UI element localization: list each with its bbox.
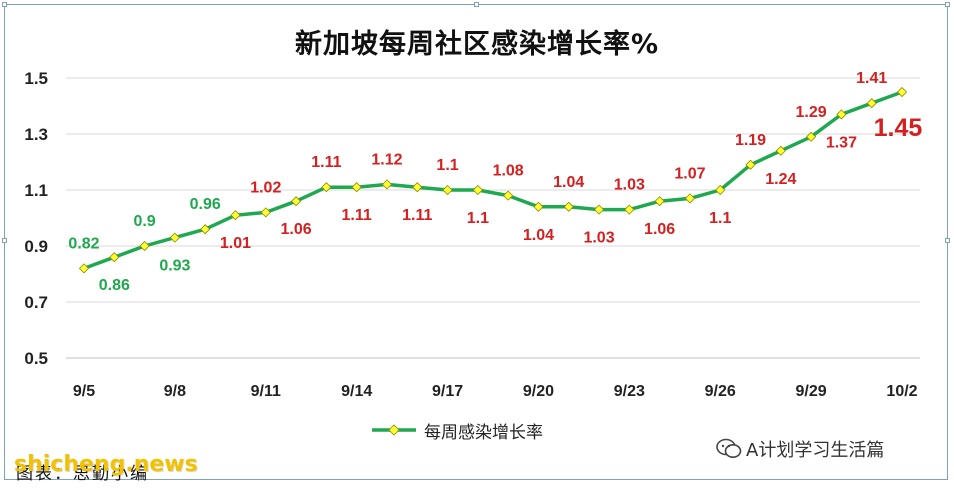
x-tick-label: 9/5 bbox=[73, 383, 95, 400]
data-label: 0.86 bbox=[99, 277, 130, 294]
data-point bbox=[139, 240, 150, 252]
y-tick-label: 0.7 bbox=[24, 293, 48, 312]
data-point bbox=[624, 204, 635, 215]
y-tick-label: 0.9 bbox=[24, 237, 48, 256]
source-note: 图表：思勤小编 bbox=[16, 464, 149, 484]
data-label: 1.04 bbox=[553, 174, 584, 191]
series-markers bbox=[78, 86, 908, 274]
data-label: 1.19 bbox=[735, 132, 766, 149]
data-point bbox=[715, 184, 726, 196]
data-label: 1.37 bbox=[826, 134, 857, 151]
resize-handle-middle-left[interactable] bbox=[2, 238, 7, 243]
y-tick-label: 1.3 bbox=[24, 125, 48, 144]
data-point bbox=[745, 159, 756, 170]
data-label: 0.96 bbox=[190, 196, 221, 213]
data-point bbox=[684, 193, 695, 204]
data-point bbox=[78, 263, 90, 274]
resize-handle-middle-right[interactable] bbox=[945, 238, 950, 243]
data-point bbox=[200, 224, 211, 235]
x-tick-label: 9/23 bbox=[614, 383, 645, 400]
data-label: 0.82 bbox=[68, 235, 99, 252]
chart-title: 新加坡每周社区感染增长率% bbox=[294, 29, 660, 60]
x-tick-label: 10/2 bbox=[886, 383, 917, 400]
y-axis-ticks: 0.5 0.7 0.9 1.1 1.3 1.5 bbox=[24, 69, 48, 368]
x-axis-ticks: 9/5 9/8 9/11 9/14 9/17 9/20 9/23 9/26 9/29 10/2 bbox=[73, 383, 918, 400]
data-label: 1.06 bbox=[281, 221, 312, 238]
resize-handle-top-center[interactable] bbox=[474, 2, 479, 7]
y-tick-label: 0.5 bbox=[24, 349, 48, 368]
data-label: 1.1 bbox=[467, 210, 489, 227]
data-point bbox=[472, 184, 483, 196]
x-tick-label: 9/20 bbox=[523, 383, 554, 400]
x-tick-label: 9/29 bbox=[796, 383, 827, 400]
data-point bbox=[291, 196, 302, 207]
data-label: 1.08 bbox=[493, 163, 524, 180]
legend-swatch bbox=[372, 424, 416, 436]
x-tick-label: 9/8 bbox=[164, 383, 186, 400]
data-label: 1.1 bbox=[436, 157, 458, 174]
data-point bbox=[260, 207, 271, 218]
data-point bbox=[230, 210, 241, 221]
data-point bbox=[654, 196, 665, 207]
data-point bbox=[442, 184, 453, 196]
x-tick-label: 9/11 bbox=[251, 383, 281, 400]
legend: 每周感染增长率 bbox=[372, 418, 543, 443]
x-tick-label: 9/17 bbox=[432, 383, 463, 400]
data-label: 1.11 bbox=[402, 207, 432, 224]
series-polyline bbox=[83, 90, 903, 271]
data-point bbox=[321, 182, 332, 193]
data-label: 1.11 bbox=[342, 207, 372, 224]
data-label: 1.04 bbox=[523, 227, 554, 244]
data-point bbox=[412, 182, 423, 193]
y-tick-label: 1.5 bbox=[24, 69, 48, 88]
data-label: 1.12 bbox=[371, 151, 402, 168]
data-point bbox=[503, 190, 514, 201]
data-label: 1.24 bbox=[765, 171, 796, 188]
x-tick-label: 9/26 bbox=[705, 383, 736, 400]
data-point bbox=[836, 109, 847, 120]
wechat-icon bbox=[716, 438, 742, 458]
data-label: 1.02 bbox=[250, 179, 281, 196]
data-point bbox=[896, 86, 908, 98]
data-point bbox=[533, 201, 544, 212]
data-label: 1.11 bbox=[311, 154, 341, 171]
y-tick-label: 1.1 bbox=[24, 181, 48, 200]
data-point bbox=[563, 201, 574, 212]
data-label: 1.1 bbox=[709, 210, 731, 227]
data-label: 1.03 bbox=[614, 177, 645, 194]
data-label: 1.41 bbox=[856, 70, 887, 87]
data-point bbox=[169, 232, 180, 243]
watermark-account: A计划学习生活篇 bbox=[716, 436, 884, 462]
data-label: 1.07 bbox=[674, 165, 705, 182]
data-label-latest: 1.45 bbox=[874, 114, 923, 142]
data-label: 1.06 bbox=[644, 221, 675, 238]
data-point bbox=[109, 252, 120, 263]
data-point bbox=[806, 131, 817, 142]
legend-label: 每周感染增长率 bbox=[424, 422, 543, 443]
grid-lines bbox=[66, 77, 920, 359]
watermark-site: shicheng.news bbox=[14, 452, 198, 477]
data-point bbox=[593, 204, 605, 215]
series-line bbox=[83, 90, 903, 271]
data-label: 1.03 bbox=[583, 230, 614, 247]
data-point bbox=[775, 145, 786, 156]
x-tick-label: 9/14 bbox=[341, 383, 372, 400]
data-label: 1.01 bbox=[220, 235, 251, 252]
resize-handle-top-right[interactable] bbox=[945, 2, 950, 7]
resize-handle-top-left[interactable] bbox=[2, 2, 7, 7]
data-labels: 0.82 0.86 0.9 0.93 0.96 1.01 1.02 1.06 1.11 1.11 1… bbox=[68, 70, 922, 294]
watermark-account-label: A计划学习生活篇 bbox=[746, 440, 885, 461]
data-label: 1.29 bbox=[796, 104, 827, 121]
data-label: 0.93 bbox=[159, 258, 190, 275]
data-point bbox=[381, 179, 393, 190]
data-point bbox=[866, 98, 877, 109]
data-point bbox=[351, 182, 362, 193]
data-label: 0.9 bbox=[133, 213, 155, 230]
